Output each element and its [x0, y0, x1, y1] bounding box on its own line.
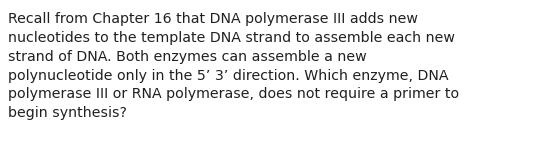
Text: Recall from Chapter 16 that DNA polymerase III adds new
nucleotides to the templ: Recall from Chapter 16 that DNA polymera… [8, 12, 459, 120]
